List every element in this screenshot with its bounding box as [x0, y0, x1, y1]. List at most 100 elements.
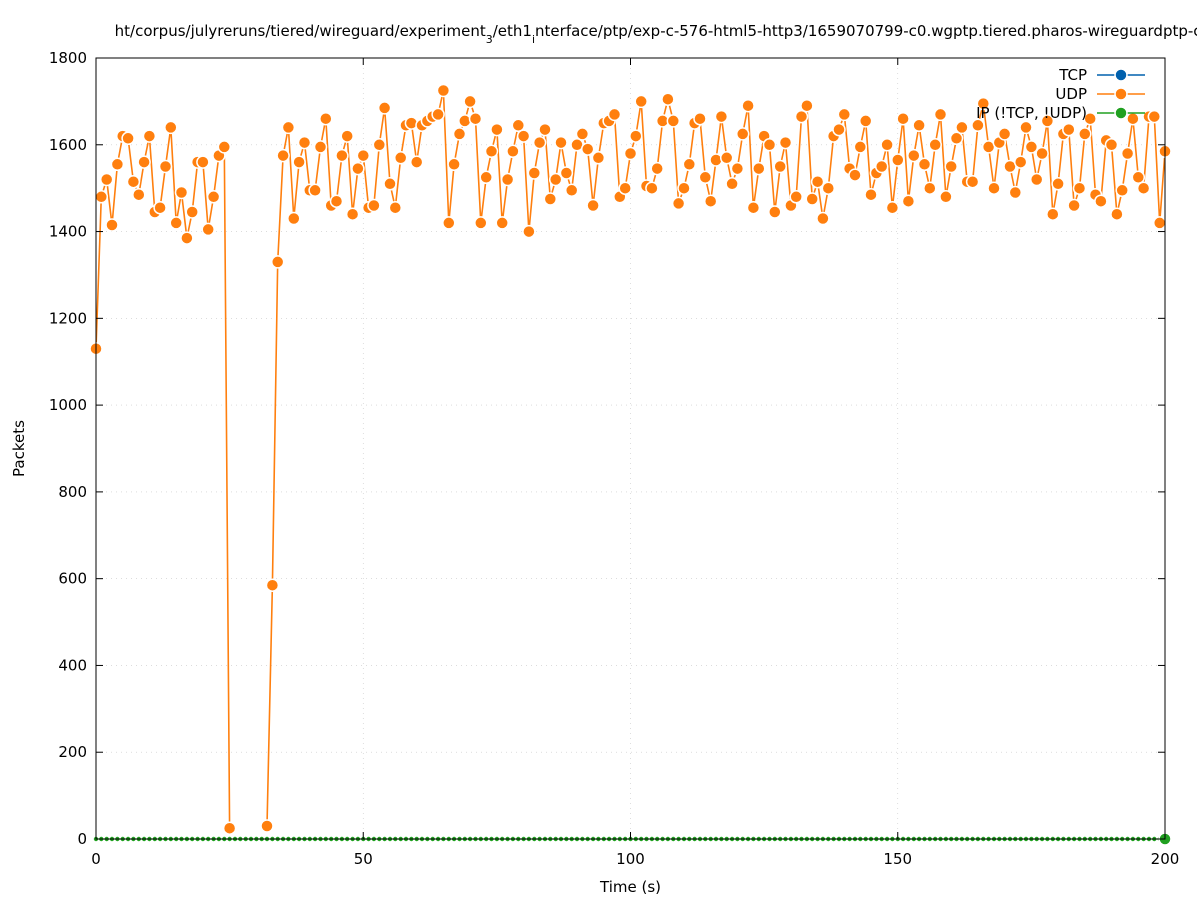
y-tick-label: 1800	[49, 49, 87, 67]
data-point-udp	[500, 172, 515, 187]
data-point-udp	[164, 120, 178, 135]
data-point-udp	[858, 114, 873, 128]
title-segment: ptp	[603, 22, 628, 40]
data-point-udp	[292, 155, 306, 169]
data-point-udp	[217, 140, 232, 154]
data-point-udp	[287, 211, 301, 226]
series-layer	[89, 83, 1172, 846]
x-tick-label: 150	[883, 850, 912, 868]
title-segment: /	[314, 22, 320, 40]
title-segment: corpus	[135, 22, 186, 40]
data-point-udp	[682, 157, 697, 172]
data-point-udp	[693, 111, 707, 126]
title-segment: 1659070799-c0.wgptp.tiered.pharos-wiregu…	[808, 22, 1197, 40]
y-tick-label: 1400	[49, 223, 87, 241]
data-point-udp	[671, 196, 686, 211]
title-segment: experiment	[400, 22, 486, 40]
data-point-udp	[474, 216, 488, 230]
data-point-udp	[516, 129, 531, 143]
y-tick-label: 1200	[49, 309, 87, 327]
title-segment: eth1	[498, 22, 532, 40]
data-point-udp	[864, 187, 878, 202]
data-point-udp	[773, 159, 787, 174]
data-point-udp	[880, 138, 894, 152]
data-point-udp	[201, 222, 215, 237]
data-point-udp	[442, 216, 456, 230]
data-point-udp	[768, 205, 782, 219]
data-point-udp	[821, 181, 836, 195]
data-point-udp	[1029, 172, 1044, 187]
data-point-udp	[484, 144, 499, 159]
data-point-udp	[741, 98, 755, 113]
data-point-udp	[917, 157, 932, 172]
data-point-udp	[180, 231, 194, 245]
title-segment: wireguard	[319, 22, 394, 40]
data-point-udp	[874, 159, 889, 174]
data-point-udp	[949, 131, 964, 146]
y-axis-label: Packets	[10, 420, 28, 477]
data-point-udp	[1136, 181, 1151, 195]
data-point-udp	[174, 185, 189, 200]
data-point-udp	[522, 224, 536, 239]
data-point-udp	[661, 92, 675, 106]
data-point-udp	[281, 120, 296, 135]
data-point-udp	[495, 216, 509, 230]
data-point-udp	[1131, 170, 1146, 185]
data-point-udp	[511, 118, 526, 133]
data-point-udp	[313, 140, 328, 154]
title-segment: /	[493, 22, 499, 40]
data-point-udp	[196, 155, 210, 169]
title-segment: /	[395, 22, 401, 40]
data-point-udp	[677, 181, 691, 195]
data-point-udp	[121, 131, 135, 146]
data-point-udp	[607, 107, 622, 122]
data-point-udp	[719, 151, 734, 165]
data-point-udp	[971, 118, 985, 133]
data-point-udp	[543, 192, 558, 206]
title-segment: nterface	[535, 22, 598, 40]
data-point-udp	[554, 135, 568, 150]
data-point-udp	[634, 94, 648, 109]
data-point-udp	[1147, 109, 1162, 124]
data-point-udp	[532, 135, 547, 150]
data-point-udp	[752, 161, 766, 176]
data-point-udp	[564, 183, 579, 198]
data-point-udp	[805, 192, 819, 206]
data-point-udp	[730, 161, 745, 176]
title-segment: /	[803, 22, 809, 40]
data-point-udp	[618, 181, 632, 195]
data-point-udp	[645, 181, 659, 195]
data-point-udp	[714, 109, 729, 124]
data-point-udp	[1094, 194, 1108, 208]
data-point-udp	[463, 94, 477, 109]
data-point-udp	[928, 138, 942, 152]
data-point-udp	[933, 107, 948, 122]
y-tick-label: 800	[58, 483, 87, 501]
y-tick-label: 1600	[49, 136, 87, 154]
title-segment: /	[130, 22, 136, 40]
data-point-udp	[185, 205, 199, 219]
data-point-udp	[1062, 122, 1076, 137]
data-point-udp	[351, 161, 365, 176]
data-point-udp	[891, 153, 905, 167]
data-point-udp	[372, 138, 387, 152]
data-point-udp	[94, 190, 109, 204]
data-point-udp	[367, 198, 381, 213]
data-point-udp	[340, 129, 354, 143]
data-point-udp	[447, 157, 461, 172]
data-point-udp	[132, 187, 146, 202]
data-point-udp	[794, 109, 809, 124]
data-point-udp	[1072, 181, 1087, 195]
title-segment: julyreruns	[190, 22, 266, 40]
data-point-udp	[816, 211, 830, 226]
legend-marker-udp	[1114, 87, 1128, 101]
data-point-udp	[735, 127, 750, 141]
data-point-udp	[297, 135, 312, 150]
data-point-udp	[468, 111, 483, 126]
data-point-udp	[987, 181, 1001, 195]
data-point-udp	[976, 96, 991, 111]
data-point-udp	[559, 166, 574, 180]
data-point-udp	[778, 135, 793, 150]
